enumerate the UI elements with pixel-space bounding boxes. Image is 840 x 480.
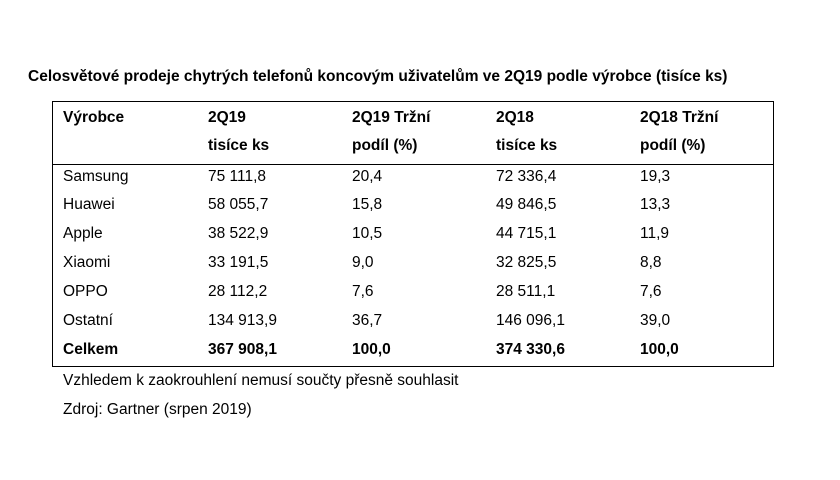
row-total-2q19-units: 367 908,1 [208,341,277,358]
row-xiaomi-vendor: Xiaomi [63,254,111,271]
row-others-2q19-share: 36,7 [352,312,383,329]
row-others-2q18-share: 39,0 [640,312,671,329]
row-huawei-2q19-units: 58 055,7 [208,196,269,213]
source-note: Zdroj: Gartner (srpen 2019) [63,401,252,418]
row-samsung-2q18-share: 19,3 [640,168,671,185]
header-2q18-units-unit: tisíce ks [496,137,558,154]
row-total-2q18-share: 100,0 [640,341,679,358]
row-total-2q18-units: 374 330,6 [496,341,565,358]
row-others-2q18-units: 146 096,1 [496,312,565,329]
row-xiaomi-2q18-units: 32 825,5 [496,254,557,271]
row-apple-2q18-units: 44 715,1 [496,225,557,242]
row-huawei-2q18-units: 49 846,5 [496,196,557,213]
row-samsung-vendor: Samsung [63,168,129,185]
row-apple-2q19-units: 38 522,9 [208,225,269,242]
row-apple-2q19-share: 10,5 [352,225,383,242]
row-oppo-2q19-share: 7,6 [352,283,374,300]
header-divider [52,164,774,165]
row-others-2q19-units: 134 913,9 [208,312,277,329]
header-2q19-share: 2Q19 Tržní [352,109,431,126]
row-samsung-2q18-units: 72 336,4 [496,168,557,185]
row-apple-2q18-share: 11,9 [640,225,670,242]
header-2q19-units-unit: tisíce ks [208,137,270,154]
row-oppo-2q18-units: 28 511,1 [496,283,556,300]
header-vendor: Výrobce [63,109,125,126]
header-2q19-share-unit: podíl (%) [352,137,418,154]
row-huawei-2q18-share: 13,3 [640,196,671,213]
row-samsung-2q19-share: 20,4 [352,168,383,185]
row-apple-vendor: Apple [63,225,103,242]
row-total-vendor: Celkem [63,341,119,358]
table-title: Celosvětové prodeje chytrých telefonů ko… [28,68,728,85]
row-others-vendor: Ostatní [63,312,113,329]
rounding-note: Vzhledem k zaokrouhlení nemusí součty př… [63,372,459,389]
row-oppo-2q19-units: 28 112,2 [208,283,268,300]
sales-table-frame [52,101,774,367]
header-2q18-share-unit: podíl (%) [640,137,706,154]
header-2q18-units: 2Q18 [496,109,534,126]
header-2q19-units: 2Q19 [208,109,246,126]
header-2q18-share: 2Q18 Tržní [640,109,719,126]
row-samsung-2q19-units: 75 111,8 [208,168,267,185]
row-xiaomi-2q19-units: 33 191,5 [208,254,269,271]
row-oppo-2q18-share: 7,6 [640,283,662,300]
row-xiaomi-2q19-share: 9,0 [352,254,374,271]
row-oppo-vendor: OPPO [63,283,108,300]
row-total-2q19-share: 100,0 [352,341,391,358]
row-xiaomi-2q18-share: 8,8 [640,254,662,271]
row-huawei-2q19-share: 15,8 [352,196,383,213]
row-huawei-vendor: Huawei [63,196,115,213]
